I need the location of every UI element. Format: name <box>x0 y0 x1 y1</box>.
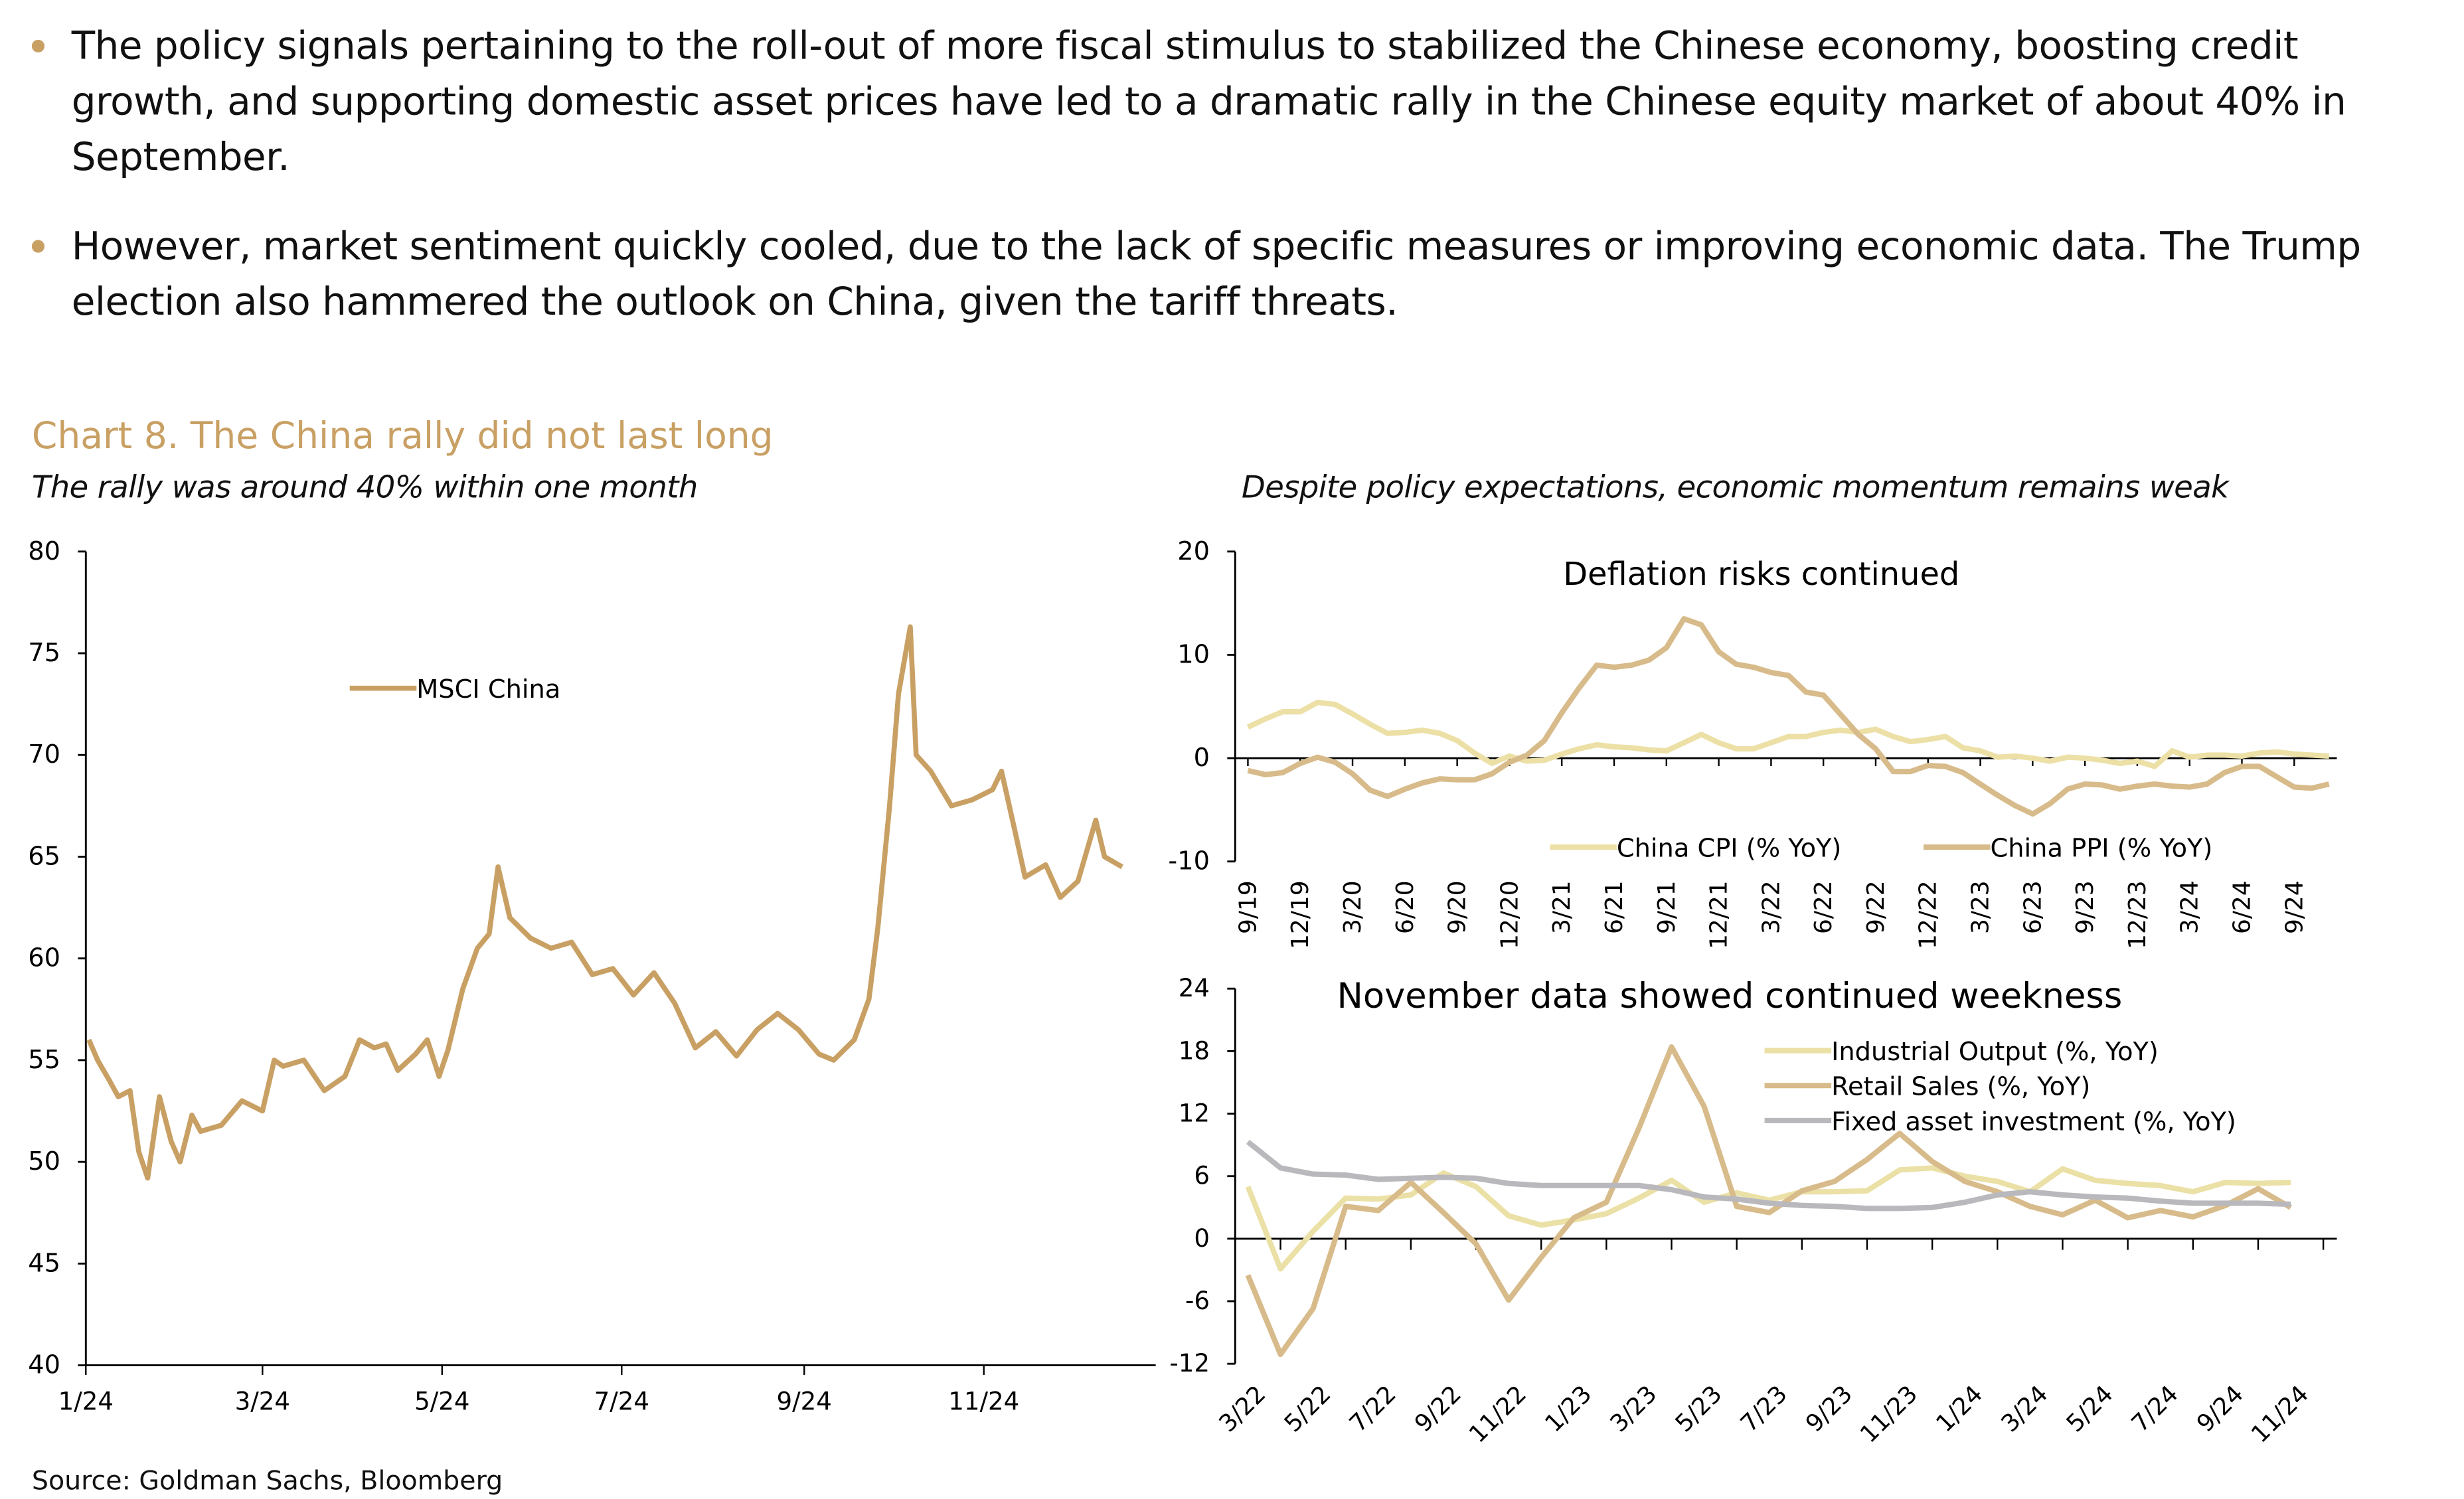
x-tick-label: 9/23 <box>1801 1380 1858 1437</box>
x-tick-label: 6/20 <box>1392 880 1419 934</box>
x-tick-label: 5/23 <box>1671 1380 1728 1437</box>
chart-subtitle: November data showed continued weekness <box>1337 976 2123 1016</box>
x-tick-label: 1/24 <box>1931 1380 1988 1437</box>
x-tick-label: 3/24 <box>235 1387 290 1416</box>
y-tick-label: 12 <box>1179 1099 1210 1128</box>
x-tick-label: 9/22 <box>1862 880 1890 934</box>
y-tick-label: 50 <box>28 1146 60 1176</box>
x-tick-label: 5/22 <box>1279 1380 1337 1437</box>
legend-label: MSCI China <box>416 674 560 704</box>
legend-label: Retail Sales (%, YoY) <box>1831 1072 2090 1102</box>
x-tick-label: 11/22 <box>1464 1380 1532 1448</box>
x-tick-label: 3/21 <box>1548 880 1576 934</box>
x-tick-label: 3/24 <box>1996 1380 2053 1437</box>
x-tick-label: 7/24 <box>594 1387 649 1416</box>
x-tick-label: 3/23 <box>1967 880 1995 934</box>
x-tick-label: 5/24 <box>2062 1380 2119 1437</box>
y-tick-label: 45 <box>28 1248 60 1278</box>
y-tick-label: 55 <box>28 1045 60 1075</box>
y-tick-label: 70 <box>28 740 60 769</box>
x-tick-label: 3/23 <box>1605 1380 1663 1437</box>
x-tick-label: 6/24 <box>2228 880 2256 934</box>
y-tick-label: -6 <box>1185 1287 1210 1315</box>
bullet-dot-icon <box>31 240 45 253</box>
y-tick-label: 6 <box>1194 1162 1210 1190</box>
bullet-text: The policy signals pertaining to the rol… <box>71 23 2346 180</box>
source-note: Source: Goldman Sachs, Bloomberg <box>31 1465 503 1496</box>
legend-label: Fixed asset investment (%, YoY) <box>1831 1107 2236 1137</box>
x-tick-label: 5/24 <box>414 1387 469 1416</box>
legend-label: Industrial Output (%, YoY) <box>1831 1037 2159 1067</box>
y-tick-label: 60 <box>28 943 60 973</box>
bullet-text: However, market sentiment quickly cooled… <box>71 224 2361 325</box>
series-line-china-ppi <box>1247 615 2330 817</box>
x-tick-label: 12/21 <box>1706 880 1733 949</box>
x-tick-label: 12/23 <box>2124 880 2151 949</box>
x-tick-label: 11/23 <box>1855 1380 1923 1448</box>
x-tick-label: 12/19 <box>1287 880 1314 949</box>
x-tick-label: 9/23 <box>2072 880 2099 934</box>
series-line-industrial-output <box>1245 1165 2291 1272</box>
x-tick-label: 7/22 <box>1345 1380 1402 1437</box>
x-tick-label: 9/24 <box>777 1387 832 1416</box>
bullet-1: The policy signals pertaining to the rol… <box>31 19 2400 186</box>
bullet-dot-icon <box>31 39 45 53</box>
y-tick-label: 65 <box>28 841 60 871</box>
y-tick-label: 40 <box>28 1350 60 1380</box>
right-subtitle: Despite policy expectations, economic mo… <box>1241 469 2229 506</box>
series-line-msci-china <box>86 624 1123 1181</box>
x-tick-label: 3/22 <box>1758 880 1785 934</box>
x-tick-label: 9/19 <box>1234 880 1262 934</box>
x-tick-label: 9/20 <box>1444 880 1471 934</box>
x-tick-label: 9/24 <box>2281 880 2308 934</box>
x-tick-label: 6/22 <box>1810 880 1837 934</box>
legend-label: China PPI (% YoY) <box>1991 833 2213 863</box>
series-line-fixed-asset-investment <box>1246 1139 2291 1212</box>
x-tick-label: 11/24 <box>948 1387 1019 1416</box>
y-tick-label: 75 <box>28 638 60 668</box>
x-tick-label: 6/23 <box>2019 880 2046 934</box>
bullet-2: However, market sentiment quickly cooled… <box>31 219 2400 331</box>
left-subtitle: The rally was around 40% within one mont… <box>31 469 698 506</box>
x-tick-label: 1/24 <box>58 1387 114 1416</box>
x-tick-label: 9/21 <box>1653 880 1681 934</box>
legend-label: China CPI (% YoY) <box>1617 833 1841 863</box>
x-tick-label: 7/23 <box>1736 1380 1793 1437</box>
x-tick-label: 3/20 <box>1339 880 1366 934</box>
x-tick-label: 12/22 <box>1915 880 1942 949</box>
x-tick-label: 3/24 <box>2177 880 2204 934</box>
y-tick-label: 10 <box>1177 639 1210 669</box>
y-tick-label: -10 <box>1168 846 1210 876</box>
chart-title: Chart 8. The China rally did not last lo… <box>31 416 774 458</box>
chart-subtitle: Deflation risks continued <box>1563 556 1959 593</box>
y-tick-label: 24 <box>1179 974 1210 1002</box>
x-tick-label: 6/21 <box>1601 880 1628 934</box>
y-tick-label: -12 <box>1169 1349 1210 1378</box>
series-line-china-cpi <box>1246 699 2329 769</box>
y-tick-label: 18 <box>1179 1036 1210 1065</box>
x-tick-label: 9/22 <box>1410 1380 1467 1437</box>
y-tick-label: 80 <box>28 536 60 566</box>
y-tick-label: 0 <box>1194 743 1210 773</box>
series-line-retail-sales <box>1245 1044 2293 1358</box>
x-tick-label: 7/24 <box>2127 1380 2184 1437</box>
x-tick-label: 12/20 <box>1496 880 1523 949</box>
x-tick-label: 9/24 <box>2192 1380 2249 1437</box>
x-tick-label: 11/24 <box>2246 1380 2314 1448</box>
x-tick-label: 3/22 <box>1214 1380 1272 1437</box>
y-tick-label: 20 <box>1177 536 1210 566</box>
x-tick-label: 1/23 <box>1540 1380 1597 1437</box>
y-tick-label: 0 <box>1194 1224 1210 1253</box>
